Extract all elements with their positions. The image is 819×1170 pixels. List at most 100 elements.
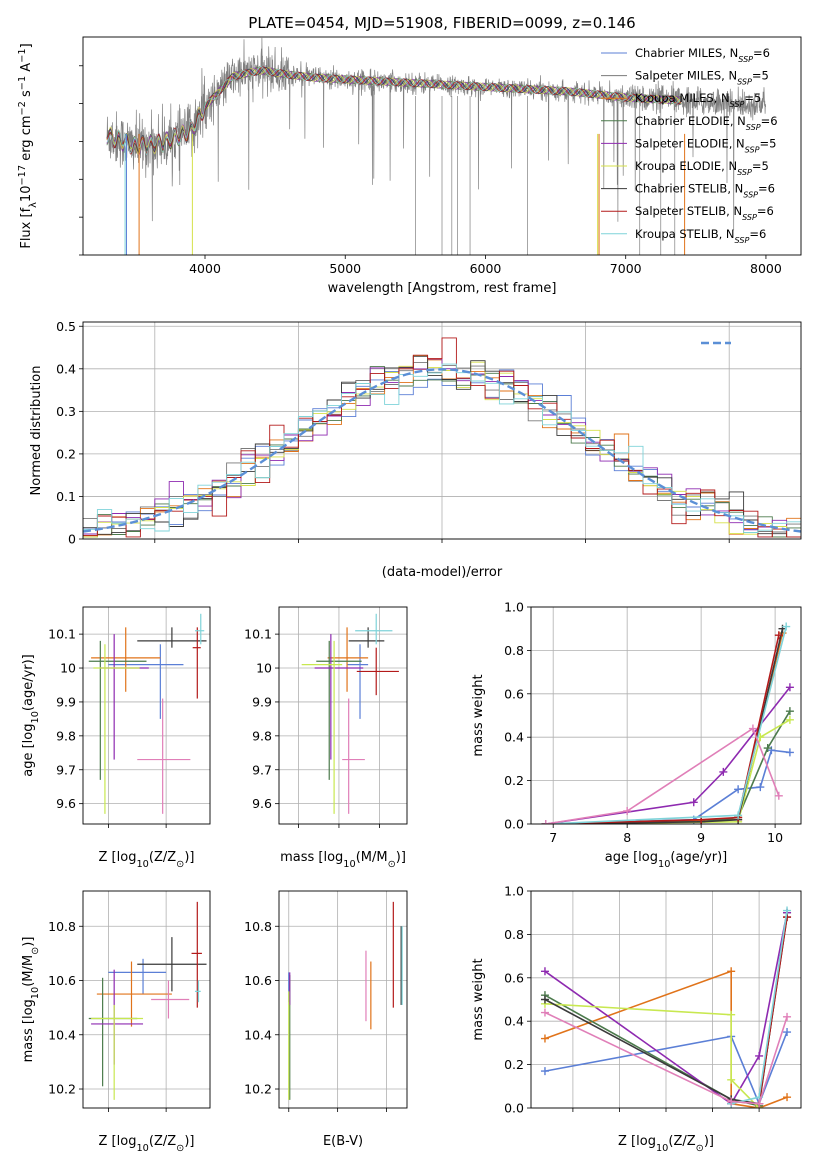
legend-subscript: SSP (738, 55, 753, 64)
weight-series-line (545, 686, 791, 824)
weight-marker (763, 744, 772, 753)
legend-entry: Chabrier STELIB, NSSP=6 (635, 182, 775, 200)
weight-marker (734, 785, 743, 794)
chart-weight_Z: 0.0 0.2 0.4 0.6 0.8 1.0 Z [log10(Z/Z⊙)] mass we… (471, 884, 802, 1154)
y-tick-label: 0.0 (504, 817, 524, 832)
axes-frame (82, 606, 211, 825)
weight-marker (719, 767, 728, 776)
legend-label: Kroupa ELODIE, N (635, 159, 737, 173)
y-tick-label: 10.4 (48, 1027, 76, 1042)
y-tick-label: 0.2 (56, 446, 76, 461)
legend-subscript: SSP (742, 213, 757, 222)
weight-series-line (544, 1003, 760, 1108)
weight-series-line (544, 912, 788, 1105)
legend-nssp: =5 (752, 159, 769, 173)
weight-marker (783, 1012, 792, 1021)
legend-subscript: SSP (737, 168, 752, 177)
chart-spectrum: 4000 5000 6000 7000 8000 wavelength [Angstrom… (17, 36, 802, 296)
legend-entry: Salpeter MILES, NSSP=5 (635, 69, 769, 87)
normal-reference-curve (83, 368, 801, 533)
weight-marker (755, 1099, 764, 1108)
y-tick-label: 10 (60, 661, 76, 676)
x-axis-label: Z [log10(Z/Z⊙)] (618, 1134, 714, 1154)
weight-series-line (545, 635, 780, 824)
y-tick-label: 10.4 (244, 1027, 272, 1042)
y-tick-label: 0.8 (504, 927, 524, 942)
weight-marker (727, 1097, 736, 1106)
weight-series-line (545, 719, 791, 824)
plot-area (106, 37, 767, 255)
y-tick-label: 9.9 (56, 694, 76, 709)
y-tick-label: 9.8 (56, 728, 76, 743)
x-tick-label: 4000 (189, 261, 221, 276)
weight-series-line (544, 1031, 788, 1106)
residual-histogram (83, 363, 801, 539)
weight-marker (540, 1008, 549, 1017)
y-tick-label: 10 (256, 661, 272, 676)
y-tick-label: 0.6 (504, 970, 524, 985)
weight-marker (734, 811, 743, 820)
legend-subscript: SSP (745, 145, 760, 154)
legend-nssp: =6 (753, 46, 770, 60)
plot-area (288, 901, 403, 1100)
y-tick-label: 10.2 (244, 1082, 272, 1097)
y-axis-label: mass weight (471, 674, 486, 756)
legend-label: Chabrier ELODIE, N (635, 114, 746, 128)
y-tick-label: 0.4 (56, 361, 76, 376)
grid (279, 891, 407, 1108)
legend-label: Kroupa STELIB, N (635, 227, 735, 241)
y-tick-label: 10.8 (48, 919, 76, 934)
weight-marker (783, 1028, 792, 1037)
axes-frame (82, 890, 211, 1109)
weight-series-line (545, 727, 780, 824)
y-tick-label: 0.6 (504, 686, 524, 701)
axes-frame (278, 890, 408, 1109)
legend-nssp: =5 (759, 136, 776, 150)
weight-marker (727, 1075, 736, 1084)
weight-marker (540, 1067, 549, 1076)
x-tick-label: 8 (623, 830, 631, 845)
x-axis-label: Z [log10(Z/Z⊙)] (99, 850, 195, 870)
plot-area (301, 613, 399, 814)
plot-area (540, 906, 792, 1108)
legend-nssp: =6 (761, 114, 778, 128)
legend-nssp: =5 (752, 69, 769, 83)
legend-nssp: =5 (744, 91, 761, 105)
weight-marker (623, 806, 632, 815)
legend-entry: Salpeter ELODIE, NSSP=5 (635, 136, 776, 154)
y-tick-label: 0.0 (504, 1101, 524, 1116)
x-tick-label: 7 (549, 830, 557, 845)
chart-mass_Z: 10.2 10.4 10.6 10.8 Z [log10(Z/Z⊙)] mass [log… (21, 890, 211, 1154)
y-axis-label: Normed distribution (29, 366, 44, 496)
plot-area (88, 613, 207, 814)
legend-subscript: SSP (730, 100, 745, 109)
axes-frame (82, 36, 802, 256)
weight-series-line (545, 628, 784, 824)
x-axis-label: age [log10(age/yr)] (605, 850, 728, 870)
y-tick-label: 10.1 (244, 627, 272, 642)
legend-entry: Kroupa ELODIE, NSSP=5 (635, 159, 769, 177)
y-axis-label: age [log10(age/yr)] (21, 654, 41, 777)
chart-residuals: 0 0.1 0.2 0.3 0.4 0.5 (data-model)/error Normed… (29, 319, 802, 580)
legend-entry: Kroupa MILES, NSSP=5 (635, 91, 761, 109)
x-axis-label: E(B-V) (323, 1134, 363, 1149)
x-tick-label: 10 (767, 830, 783, 845)
y-tick-label: 0.3 (56, 404, 76, 419)
axes-frame (82, 321, 802, 540)
legend-subscript: SSP (735, 235, 750, 244)
y-tick-label: 10.6 (48, 973, 76, 988)
y-tick-label: 0.2 (504, 1057, 524, 1072)
x-axis-label: Z [log10(Z/Z⊙)] (99, 1134, 195, 1154)
y-tick-label: 0.4 (504, 730, 524, 745)
y-tick-label: 9.7 (252, 762, 272, 777)
x-tick-label: 6000 (470, 261, 502, 276)
legend-nssp: =6 (757, 204, 774, 218)
y-tick-label: 10.8 (244, 919, 272, 934)
x-axis-label: (data-model)/error (382, 565, 503, 580)
x-tick-label: 7000 (610, 261, 642, 276)
legend-label: Chabrier STELIB, N (635, 182, 743, 196)
weight-marker (755, 1051, 764, 1060)
plot-area (541, 622, 794, 824)
weight-marker (783, 906, 792, 915)
